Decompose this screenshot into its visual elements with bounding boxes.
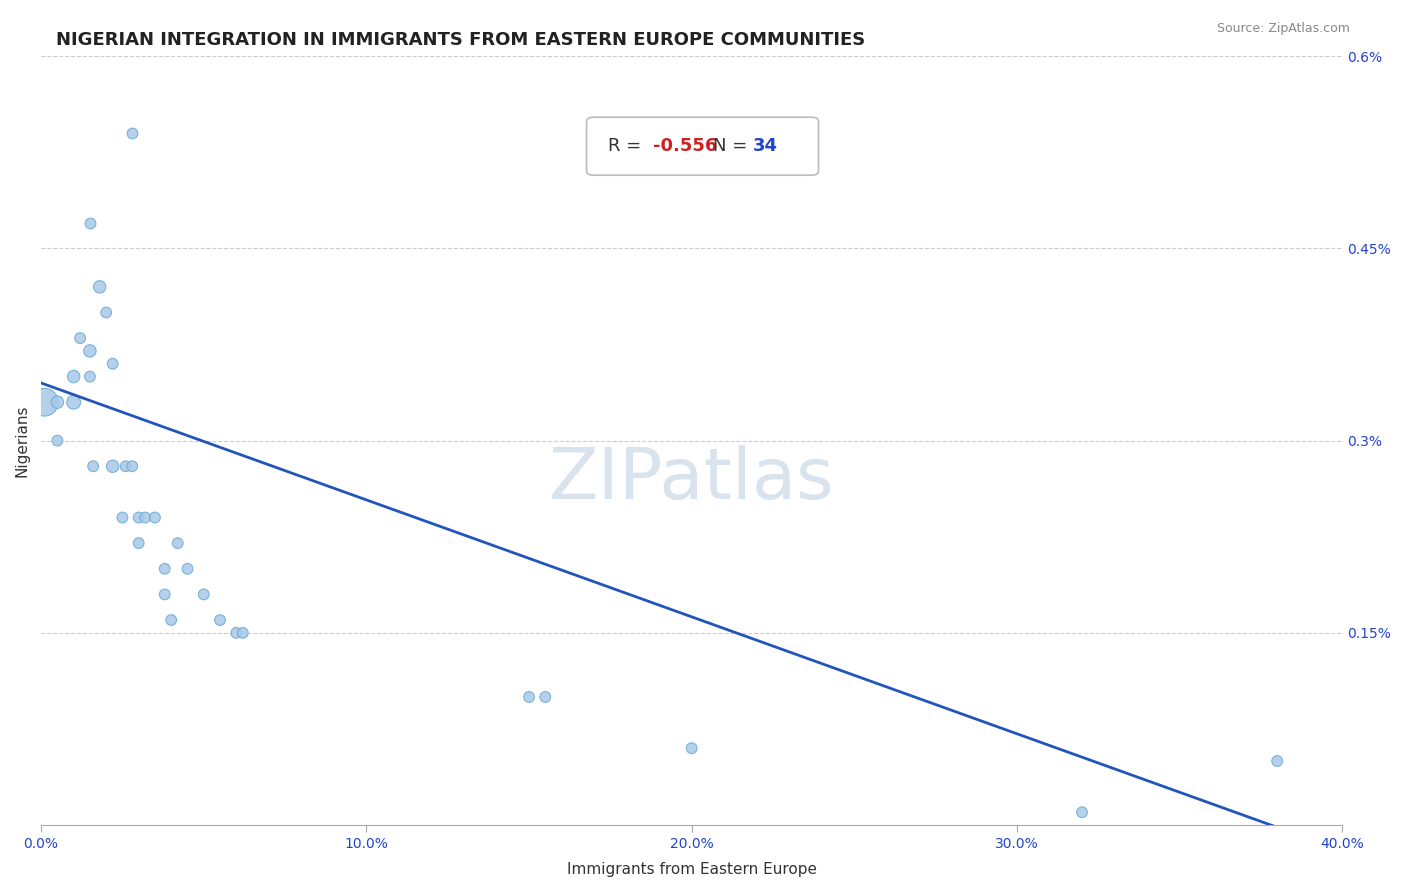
Point bbox=[128, 510, 150, 524]
Point bbox=[46, 434, 69, 448]
Point bbox=[121, 459, 143, 474]
Point bbox=[111, 510, 134, 524]
Point bbox=[143, 510, 166, 524]
Text: R =: R = bbox=[607, 137, 647, 155]
Point bbox=[134, 510, 156, 524]
Point bbox=[62, 369, 84, 384]
Point bbox=[79, 369, 101, 384]
Point bbox=[101, 357, 124, 371]
Text: Source: ZipAtlas.com: Source: ZipAtlas.com bbox=[1216, 22, 1350, 36]
Point bbox=[208, 613, 231, 627]
Point bbox=[114, 459, 136, 474]
Text: -0.556: -0.556 bbox=[652, 137, 717, 155]
Text: N =: N = bbox=[713, 137, 754, 155]
Point bbox=[1071, 805, 1094, 820]
Point bbox=[153, 587, 176, 601]
Point bbox=[82, 459, 104, 474]
Point bbox=[153, 562, 176, 576]
Point bbox=[62, 395, 84, 409]
Point bbox=[176, 562, 198, 576]
Point bbox=[128, 536, 150, 550]
Point bbox=[166, 536, 188, 550]
Point bbox=[34, 395, 56, 409]
Point bbox=[232, 625, 254, 640]
Text: 34: 34 bbox=[752, 137, 778, 155]
Point bbox=[79, 216, 101, 230]
Point bbox=[69, 331, 91, 345]
Point bbox=[1265, 754, 1288, 768]
Text: ZIPatlas: ZIPatlas bbox=[548, 444, 835, 514]
Point bbox=[681, 741, 703, 756]
Point bbox=[89, 280, 111, 294]
Point bbox=[517, 690, 540, 704]
Point bbox=[101, 459, 124, 474]
Text: NIGERIAN INTEGRATION IN IMMIGRANTS FROM EASTERN EUROPE COMMUNITIES: NIGERIAN INTEGRATION IN IMMIGRANTS FROM … bbox=[56, 31, 866, 49]
Point bbox=[79, 343, 101, 358]
Y-axis label: Nigerians: Nigerians bbox=[15, 404, 30, 477]
Point bbox=[121, 126, 143, 140]
Point bbox=[160, 613, 183, 627]
Point bbox=[193, 587, 215, 601]
Point bbox=[96, 305, 118, 319]
Point bbox=[534, 690, 557, 704]
Point bbox=[46, 395, 69, 409]
X-axis label: Immigrants from Eastern Europe: Immigrants from Eastern Europe bbox=[567, 862, 817, 877]
Point bbox=[225, 625, 247, 640]
